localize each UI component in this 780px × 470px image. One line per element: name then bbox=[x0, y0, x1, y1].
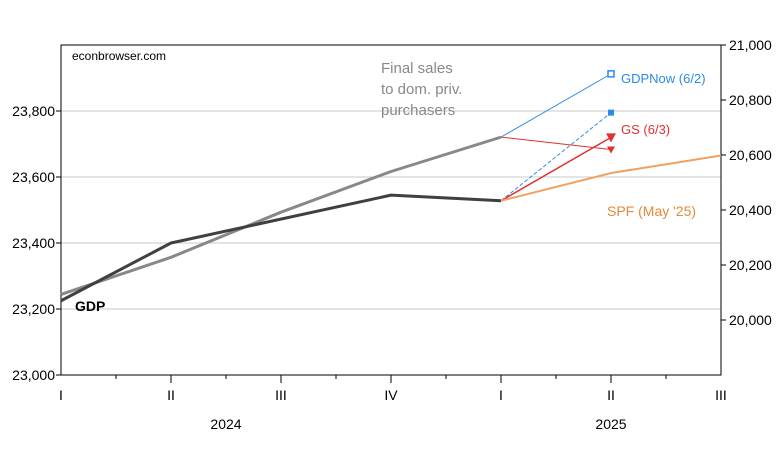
x-group-label: 2025 bbox=[595, 416, 626, 432]
series-line-final-sales-to-dom-priv-purchasers bbox=[60, 135, 502, 296]
series-group bbox=[60, 73, 722, 303]
right-tick-label: 21,000 bbox=[729, 37, 772, 53]
final-sales-label-line3: purchasers bbox=[381, 102, 455, 119]
marker-gdpnow-final-sales bbox=[607, 70, 615, 78]
left-tick-label: 23,600 bbox=[12, 169, 55, 185]
x-tick-label: I bbox=[499, 387, 503, 403]
x-tick-label: II bbox=[167, 387, 175, 403]
marker-gs-final-sales bbox=[607, 146, 615, 154]
series-line-gdpnow-6-2- bbox=[500, 73, 612, 138]
left-tick-label: 23,800 bbox=[12, 103, 55, 119]
series-line-gdp bbox=[60, 193, 502, 303]
right-tick-label: 20,000 bbox=[729, 312, 772, 328]
series-line-spf-may-25- bbox=[500, 154, 722, 202]
gs-label: GS (6/3) bbox=[621, 122, 670, 137]
x-tick-label: II bbox=[607, 387, 615, 403]
marker-gs-gdp bbox=[606, 133, 616, 143]
x-tick-label: I bbox=[59, 387, 63, 403]
series-line-gdpnow-6-2-gdp bbox=[500, 112, 612, 202]
spf-label: SPF (May '25) bbox=[607, 203, 696, 219]
gdp-label: GDP bbox=[75, 298, 105, 314]
watermark: econbrowser.com bbox=[72, 49, 166, 63]
marker-gdpnow-gdp bbox=[608, 109, 614, 116]
series-line-gs-6-3-gdp bbox=[500, 136, 612, 202]
x-group-label: 2024 bbox=[210, 416, 241, 432]
final-sales-label-line2: to dom. priv. bbox=[381, 81, 462, 98]
right-tick-label: 20,400 bbox=[729, 202, 772, 218]
right-axis: 20,000 20,200 20,400 20,600 20,800 21,000 bbox=[721, 37, 772, 328]
final-sales-label-line1: Final sales bbox=[381, 60, 453, 77]
left-tick-label: 23,400 bbox=[12, 235, 55, 251]
x-tick-label: III bbox=[275, 387, 287, 403]
markers-group bbox=[606, 70, 616, 154]
left-axis: 23,000 23,200 23,400 23,600 23,800 bbox=[12, 103, 61, 383]
right-tick-label: 20,600 bbox=[729, 147, 772, 163]
right-tick-label: 20,200 bbox=[729, 257, 772, 273]
x-tick-label: IV bbox=[384, 387, 398, 403]
left-tick-label: 23,200 bbox=[12, 301, 55, 317]
x-tick-label: III bbox=[715, 387, 727, 403]
right-tick-label: 20,800 bbox=[729, 92, 772, 108]
left-tick-label: 23,000 bbox=[12, 367, 55, 383]
gdpnow-label: GDPNow (6/2) bbox=[621, 71, 706, 86]
